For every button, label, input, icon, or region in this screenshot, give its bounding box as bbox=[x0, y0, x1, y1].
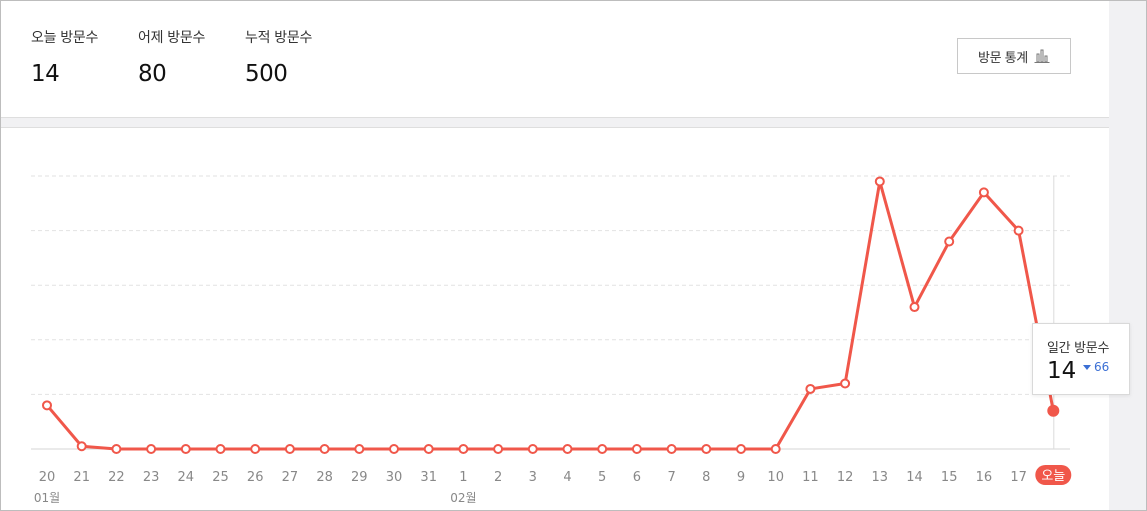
x-tick-label: 16 bbox=[976, 470, 993, 485]
chart-series bbox=[42, 176, 1060, 454]
daily-visits-chart: 20 21 22 23 24 25 26 27 28 29 30 31 1 2 3 4 5 6 7 8 9 10 11 12 1… bbox=[31, 175, 1072, 505]
chart-x-axis: 20 21 22 23 24 25 26 27 28 29 30 31 1 2 3 4 5 6 7 8 9 10 11 12 1… bbox=[34, 465, 1072, 505]
data-point bbox=[42, 400, 52, 411]
x-tick-label: 3 bbox=[529, 470, 537, 485]
data-point bbox=[978, 187, 989, 198]
x-tick-label: 20 bbox=[39, 470, 56, 485]
data-point bbox=[666, 444, 677, 454]
tooltip-label: 일간 방문수 bbox=[1047, 341, 1110, 356]
data-point bbox=[874, 176, 885, 187]
x-tick-label: 15 bbox=[941, 470, 958, 485]
data-point bbox=[284, 444, 295, 454]
data-point bbox=[701, 444, 712, 454]
series-line bbox=[45, 179, 1055, 451]
bar-chart-icon bbox=[1034, 49, 1050, 63]
x-tick-label: 7 bbox=[667, 470, 675, 485]
data-point bbox=[389, 444, 399, 454]
total-visits: 누적 방문수 500 bbox=[245, 27, 312, 87]
data-point bbox=[111, 444, 122, 454]
daily-visits-tooltip: 일간 방문수 14 66 bbox=[1032, 323, 1130, 395]
data-point bbox=[909, 302, 920, 313]
data-point bbox=[527, 444, 538, 454]
x-tick-label: 30 bbox=[386, 470, 403, 485]
data-point bbox=[354, 444, 365, 454]
today-data-point bbox=[1047, 404, 1060, 417]
x-tick-label: 31 bbox=[420, 470, 437, 485]
data-point bbox=[215, 444, 226, 454]
month-label: 01월 bbox=[34, 491, 60, 505]
x-tick-label: 21 bbox=[73, 470, 90, 485]
visit-summary-card: 오늘 방문수 14 어제 방문수 80 누적 방문수 500 방문 통계 bbox=[0, 0, 1109, 118]
x-tick-label: 14 bbox=[906, 470, 923, 485]
data-point bbox=[631, 444, 642, 454]
x-tick-label: 5 bbox=[598, 470, 606, 485]
x-tick-label: 1 bbox=[459, 470, 467, 485]
x-tick-label: 12 bbox=[837, 470, 854, 485]
data-point bbox=[76, 441, 87, 452]
data-point bbox=[562, 444, 573, 454]
data-point bbox=[146, 444, 157, 454]
data-point bbox=[597, 444, 608, 454]
chart-grid bbox=[31, 175, 1070, 450]
data-point bbox=[493, 444, 504, 454]
today-visits-value: 14 bbox=[31, 61, 60, 87]
data-point bbox=[319, 444, 330, 454]
data-point bbox=[423, 444, 434, 454]
x-tick-label: 오늘 bbox=[1041, 469, 1065, 484]
today-badge bbox=[1035, 465, 1072, 485]
data-point bbox=[840, 378, 851, 389]
tooltip-diff: 66 bbox=[1083, 360, 1109, 374]
x-tick-label: 27 bbox=[282, 470, 299, 485]
tooltip-diff-value: 66 bbox=[1094, 360, 1110, 374]
data-point bbox=[180, 444, 191, 454]
x-tick-label: 4 bbox=[563, 470, 571, 485]
yesterday-visits-value: 80 bbox=[138, 61, 167, 87]
x-tick-label: 2 bbox=[494, 470, 502, 485]
tooltip-value: 14 bbox=[1047, 358, 1077, 384]
x-tick-label: 24 bbox=[178, 470, 195, 485]
x-tick-label: 10 bbox=[767, 470, 784, 485]
yesterday-visits-label: 어제 방문수 bbox=[138, 30, 206, 46]
data-point bbox=[458, 444, 469, 454]
total-visits-value: 500 bbox=[245, 61, 288, 87]
caret-down-icon bbox=[1083, 364, 1091, 370]
x-tick-label: 23 bbox=[143, 470, 160, 485]
x-tick-label: 6 bbox=[633, 470, 641, 485]
data-point bbox=[736, 444, 746, 454]
month-label: 02월 bbox=[450, 491, 476, 505]
scroll-gutter bbox=[1109, 0, 1147, 511]
yesterday-visits: 어제 방문수 80 bbox=[138, 27, 205, 87]
data-point bbox=[805, 383, 816, 394]
x-tick-label: 26 bbox=[247, 470, 264, 485]
x-tick-label: 11 bbox=[802, 470, 819, 485]
x-tick-label: 17 bbox=[1010, 470, 1027, 485]
x-tick-label: 25 bbox=[212, 470, 229, 485]
data-point bbox=[770, 444, 781, 454]
data-point bbox=[1013, 225, 1024, 236]
visit-stats-button-label: 방문 통계 bbox=[978, 49, 1028, 65]
x-tick-label: 28 bbox=[316, 470, 333, 485]
x-tick-label: 22 bbox=[108, 470, 125, 485]
today-visits: 오늘 방문수 14 bbox=[31, 27, 98, 87]
today-visits-label: 오늘 방문수 bbox=[31, 30, 99, 46]
visit-stats-button[interactable]: 방문 통계 bbox=[957, 38, 1071, 74]
daily-visits-chart-card: 20 21 22 23 24 25 26 27 28 29 30 31 1 2 3 4 5 6 7 8 9 10 11 12 1… bbox=[0, 127, 1109, 511]
x-tick-label: 8 bbox=[702, 470, 710, 485]
x-tick-label: 13 bbox=[872, 470, 889, 485]
data-point bbox=[250, 444, 261, 454]
data-point bbox=[944, 236, 955, 247]
total-visits-label: 누적 방문수 bbox=[245, 30, 313, 46]
x-tick-label: 9 bbox=[737, 470, 745, 485]
x-tick-label: 29 bbox=[351, 470, 368, 485]
